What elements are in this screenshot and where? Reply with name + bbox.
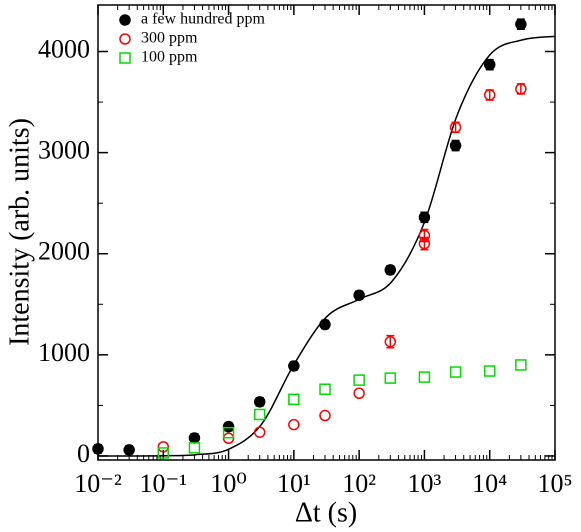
marker (288, 393, 300, 406)
legend-label: 100 ppm (141, 49, 198, 66)
x-tick-label: 10³ (408, 469, 442, 498)
legend-label: 300 ppm (141, 30, 198, 47)
y-tick-label: 2000 (38, 237, 90, 266)
marker (418, 211, 431, 224)
marker (449, 121, 462, 134)
legend-label: a few hundred ppm (141, 11, 266, 28)
marker (123, 444, 135, 456)
marker (449, 139, 462, 152)
x-tick-label: 10⁵ (537, 469, 572, 498)
marker (353, 374, 365, 386)
marker (319, 318, 331, 331)
plot-frame (97, 4, 556, 461)
marker (515, 83, 527, 95)
x-tick-label: 10¹ (277, 469, 311, 498)
marker (418, 371, 431, 383)
x-tick-label: 10² (342, 469, 376, 498)
marker (288, 418, 300, 431)
marker (92, 443, 104, 455)
marker (288, 360, 300, 372)
marker (449, 366, 462, 378)
marker (515, 18, 527, 30)
y-tick-label: 1000 (38, 338, 90, 367)
y-axis-label: Intensity (arb. units) (4, 118, 35, 346)
marker (157, 447, 170, 459)
marker (384, 372, 397, 384)
marker (222, 426, 235, 439)
marker (222, 420, 235, 433)
x-tick-label: 10⁰ (210, 469, 246, 498)
marker (353, 387, 365, 400)
marker (188, 442, 201, 454)
legend-marker (119, 14, 131, 26)
marker (253, 408, 266, 421)
marker (384, 264, 397, 276)
marker (515, 359, 527, 371)
marker (319, 383, 331, 395)
marker (483, 89, 496, 101)
marker (157, 441, 170, 453)
y-tick-label: 3000 (38, 136, 90, 165)
marker (353, 289, 365, 301)
marker (253, 426, 266, 438)
marker (384, 335, 397, 348)
x-tick-label: 10⁻² (74, 469, 122, 498)
fit-line (97, 35, 556, 457)
legend-marker (119, 52, 131, 64)
x-axis-label: Δt (s) (295, 497, 357, 528)
legend-marker (119, 33, 131, 45)
marker (483, 58, 496, 71)
marker (253, 396, 266, 408)
x-tick-label: 10⁴ (472, 469, 507, 498)
marker (483, 365, 496, 377)
y-tick-label: 4000 (38, 34, 90, 63)
marker (319, 409, 331, 422)
y-tick-label: 0 (77, 439, 90, 468)
marker (188, 432, 201, 444)
x-tick-label: 10⁻¹ (140, 469, 188, 498)
marker (418, 229, 431, 242)
